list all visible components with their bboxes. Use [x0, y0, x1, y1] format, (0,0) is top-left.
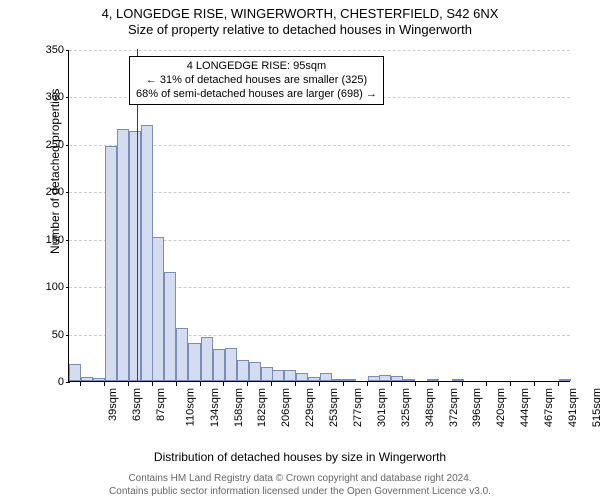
histogram-bar	[272, 370, 284, 381]
histogram-bar	[213, 349, 225, 381]
footer-attribution: Contains HM Land Registry data © Crown c…	[0, 473, 600, 498]
histogram-bar	[188, 343, 200, 381]
x-tick-label: 134sqm	[209, 388, 221, 427]
x-tick-mark	[558, 382, 559, 386]
histogram-bar	[249, 362, 261, 381]
x-tick-label: 444sqm	[519, 388, 531, 427]
title-block: 4, LONGEDGE RISE, WINGERWORTH, CHESTERFI…	[0, 0, 600, 39]
histogram-bar	[81, 377, 93, 381]
histogram-bar	[308, 377, 320, 381]
x-tick-label: 467sqm	[543, 388, 555, 427]
x-tick-mark	[438, 382, 439, 386]
x-tick-mark	[128, 382, 129, 386]
x-axis-ticks: 39sqm63sqm87sqm110sqm134sqm158sqm182sqm2…	[68, 384, 570, 418]
histogram-bar	[320, 373, 332, 381]
x-tick-label: 420sqm	[496, 388, 508, 427]
histogram-bar	[225, 348, 237, 381]
histogram-bar	[201, 337, 213, 381]
y-tick-label: 50	[52, 329, 64, 341]
x-tick-mark	[223, 382, 224, 386]
histogram-bar	[403, 379, 415, 381]
x-tick-mark	[367, 382, 368, 386]
histogram-bar	[129, 131, 141, 381]
x-tick-mark	[200, 382, 201, 386]
y-tick-label: 200	[46, 186, 64, 198]
histogram-bar	[427, 379, 439, 381]
chart-title-main: 4, LONGEDGE RISE, WINGERWORTH, CHESTERFI…	[10, 6, 590, 21]
x-tick-mark	[343, 382, 344, 386]
x-tick-label: 63sqm	[131, 388, 143, 421]
x-tick-mark	[510, 382, 511, 386]
histogram-bar	[152, 237, 164, 381]
x-tick-mark	[176, 382, 177, 386]
x-tick-label: 491sqm	[567, 388, 579, 427]
histogram-bar	[452, 379, 464, 381]
x-tick-mark	[271, 382, 272, 386]
y-tick-label: 350	[46, 44, 64, 56]
x-tick-mark	[295, 382, 296, 386]
chart-title-sub: Size of property relative to detached ho…	[10, 22, 590, 37]
x-tick-label: 396sqm	[472, 388, 484, 427]
x-tick-label: 277sqm	[352, 388, 364, 427]
x-tick-label: 110sqm	[184, 388, 196, 426]
x-tick-mark	[80, 382, 81, 386]
histogram-bar	[296, 373, 308, 381]
x-tick-label: 325sqm	[400, 388, 412, 427]
x-tick-label: 87sqm	[155, 388, 167, 421]
footer-line-1: Contains HM Land Registry data © Crown c…	[0, 473, 600, 486]
y-tick-label: 300	[46, 91, 64, 103]
histogram-bar	[379, 375, 391, 381]
histogram-bar	[176, 328, 188, 381]
x-tick-mark	[247, 382, 248, 386]
x-tick-label: 39sqm	[107, 388, 119, 421]
grid-line	[69, 50, 570, 51]
histogram-bar	[105, 146, 117, 381]
x-tick-label: 301sqm	[376, 388, 388, 427]
y-axis-ticks: 050100150200250300350	[38, 50, 66, 382]
histogram-bar	[391, 376, 403, 381]
chart-container: Number of detached properties 0501001502…	[38, 44, 582, 422]
x-tick-label: 372sqm	[448, 388, 460, 427]
x-tick-mark	[319, 382, 320, 386]
footer-line-2: Contains public sector information licen…	[0, 486, 600, 499]
x-tick-label: 515sqm	[591, 388, 600, 427]
annotation-line-2: ← 31% of detached houses are smaller (32…	[136, 74, 377, 88]
histogram-bar	[284, 370, 296, 381]
x-tick-mark	[415, 382, 416, 386]
plot-area: 4 LONGEDGE RISE: 95sqm ← 31% of detached…	[68, 50, 570, 382]
x-tick-label: 182sqm	[257, 388, 269, 427]
x-tick-label: 229sqm	[304, 388, 316, 427]
x-tick-mark	[534, 382, 535, 386]
annotation-line-1: 4 LONGEDGE RISE: 95sqm	[136, 60, 377, 74]
y-tick-label: 150	[46, 234, 64, 246]
histogram-bar	[69, 364, 81, 381]
x-tick-label: 253sqm	[328, 388, 340, 427]
histogram-bar	[93, 378, 105, 381]
histogram-bar	[237, 360, 249, 381]
histogram-bar	[117, 129, 129, 381]
x-tick-label: 348sqm	[424, 388, 436, 427]
x-tick-mark	[486, 382, 487, 386]
histogram-bar	[344, 379, 356, 381]
x-tick-mark	[152, 382, 153, 386]
x-axis-label: Distribution of detached houses by size …	[0, 450, 600, 464]
x-tick-mark	[391, 382, 392, 386]
histogram-bar	[164, 272, 176, 381]
histogram-bar	[332, 379, 344, 381]
y-tick-label: 100	[46, 281, 64, 293]
y-tick-label: 250	[46, 139, 64, 151]
x-tick-mark	[104, 382, 105, 386]
annotation-line-3: 68% of semi-detached houses are larger (…	[136, 88, 377, 102]
x-tick-label: 158sqm	[233, 388, 245, 427]
histogram-bar	[559, 379, 571, 381]
x-tick-label: 206sqm	[280, 388, 292, 427]
x-tick-mark	[462, 382, 463, 386]
marker-annotation: 4 LONGEDGE RISE: 95sqm ← 31% of detached…	[129, 56, 384, 105]
y-tick-label: 0	[58, 376, 64, 388]
y-tick-mark	[66, 382, 70, 383]
